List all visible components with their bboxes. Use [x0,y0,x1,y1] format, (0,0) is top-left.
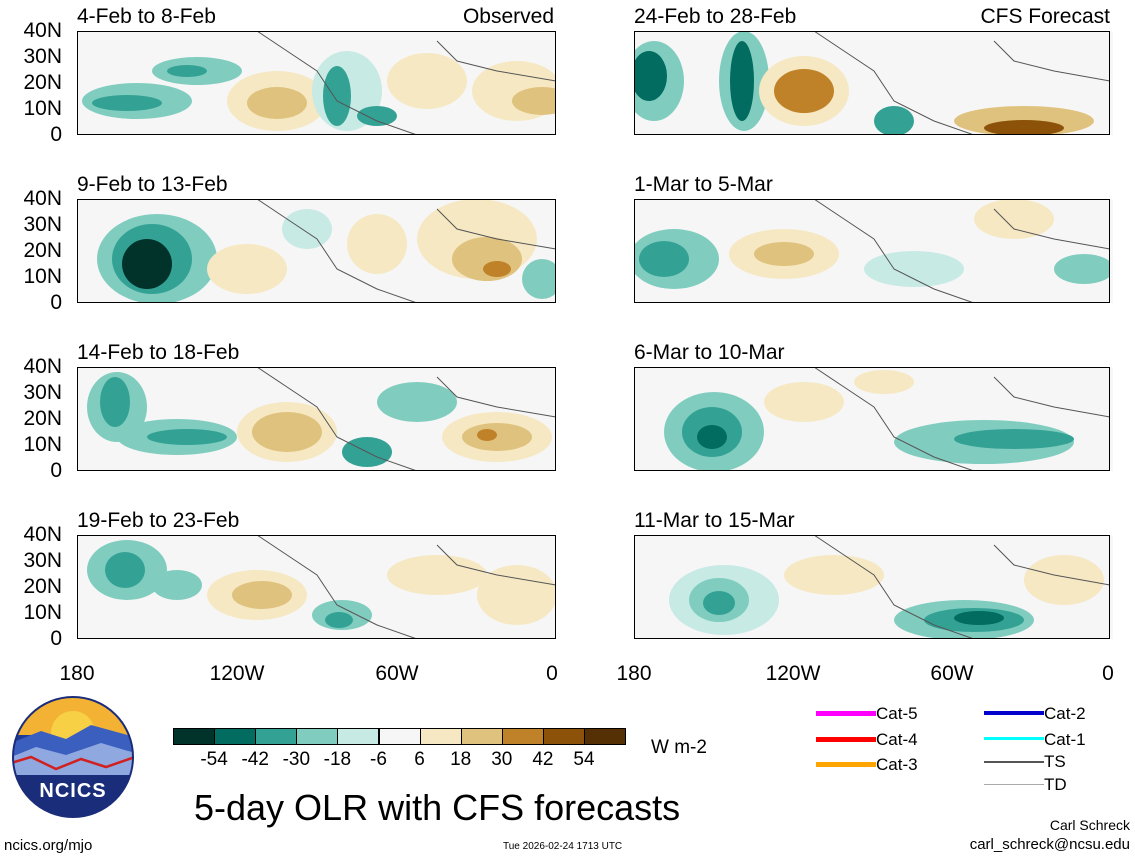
colorbar-label: 6 [414,749,425,770]
lat-label-3-5: 0 [50,459,62,482]
colorbar-label: -54 [200,749,228,770]
panel-title-2: 9-Feb to 13-Feb [77,173,228,196]
colorbar-cell [296,728,339,745]
map-panel-observed-1 [77,31,556,135]
legend-swatch-ts [984,761,1044,763]
lat-label-1-4: 10N [23,97,62,120]
lon-label-left-120w: 120W [209,662,265,685]
colorbar-units: W m-2 [651,737,707,758]
lat-label-4-1: 40N [23,523,62,546]
colorbar-cell [584,728,627,745]
legend-label-cat1: Cat-1 [1044,730,1086,749]
panel-title-7: 6-Mar to 10-Mar [634,341,785,364]
lat-label-1-2: 30N [23,45,62,68]
colorbar-label: -42 [241,749,269,770]
lat-label-2-4: 10N [23,265,62,288]
lat-label-3-2: 30N [23,381,62,404]
lon-label-right-120w: 120W [765,662,821,685]
main-title: 5-day OLR with CFS forecasts [194,787,681,828]
lon-label-left-60w: 60W [375,662,419,685]
lon-label-left-0: 0 [546,662,558,685]
lat-label-2-2: 30N [23,213,62,236]
footer-author: Carl Schreck [1049,817,1130,833]
map-panel-forecast-2 [634,199,1113,303]
lat-label-3-1: 40N [23,355,62,378]
panel-title-4: 19-Feb to 23-Feb [77,509,240,532]
colorbar-cell [419,728,462,745]
panel-title-8: 11-Mar to 15-Mar [634,509,795,532]
lon-label-right-0: 0 [1102,662,1114,685]
footer-site-link[interactable]: ncics.org/mjo [4,837,93,854]
map-panel-observed-3 [77,367,556,471]
legend-label-td: TD [1044,775,1067,794]
legend-label-cat4: Cat-4 [876,730,918,749]
colorbar-cell [542,728,585,745]
observed-label: Observed [462,5,554,28]
colorbar-label: -18 [323,749,352,770]
legend-label-cat2: Cat-2 [1044,704,1086,723]
lat-label-4-5: 0 [50,627,62,650]
colorbar-label: 42 [532,749,554,770]
map-panel-forecast-1 [634,31,1113,135]
lat-label-4-3: 20N [23,575,62,598]
lat-label-3-4: 10N [23,433,62,456]
colorbar-cell [501,728,544,745]
lon-label-right-180: 180 [616,662,652,685]
colorbar-label: -30 [282,749,311,770]
colorbar-cell [214,728,257,745]
map-panel-forecast-3 [634,367,1113,471]
lat-label-3-3: 20N [23,407,62,430]
lat-label-4-4: 10N [23,601,62,624]
lat-label-1-5: 0 [50,123,62,146]
legend-swatch-cat4 [816,737,876,742]
lat-label-1-1: 40N [23,19,62,42]
legend-swatch-cat1 [984,737,1044,740]
colorbar-label: 30 [491,749,513,770]
colorbar-cell [378,728,421,745]
colorbar-cell [173,728,216,745]
colorbar-label: -6 [370,749,387,770]
footer-timestamp: Tue 2026-02-24 1713 UTC [503,841,623,852]
cfs-forecast-label: CFS Forecast [980,5,1110,28]
legend-swatch-cat2 [984,711,1044,715]
ncics-logo: NCICS [11,695,135,824]
colorbar-label: 54 [573,749,595,770]
legend-swatch-cat5 [816,711,876,716]
panel-title-6: 1-Mar to 5-Mar [634,173,773,196]
lat-label-2-5: 0 [50,291,62,314]
map-panel-observed-4 [77,535,556,639]
legend-label-cat5: Cat-5 [876,704,918,723]
map-panel-observed-2 [77,199,556,303]
colorbar-cell [460,728,503,745]
colorbar-cell [255,728,298,745]
colorbar-label: 18 [450,749,472,770]
lat-label-2-1: 40N [23,187,62,210]
legend-label-cat3: Cat-3 [876,755,918,774]
logo-text: NCICS [39,780,107,802]
legend-swatch-td [984,784,1044,785]
footer-email[interactable]: carl_schreck@ncsu.edu [969,836,1130,853]
lat-label-4-2: 30N [23,549,62,572]
panel-title-1: 4-Feb to 8-Feb [77,5,216,28]
colorbar-cell [337,728,380,745]
map-panel-forecast-4 [634,535,1113,639]
lat-label-2-3: 20N [23,239,62,262]
legend-swatch-cat3 [816,762,876,767]
panel-title-3: 14-Feb to 18-Feb [77,341,240,364]
lon-label-left-180: 180 [59,662,95,685]
lat-label-1-3: 20N [23,71,62,94]
legend-label-ts: TS [1044,752,1066,771]
panel-title-5: 24-Feb to 28-Feb [634,5,797,28]
lon-label-right-60w: 60W [930,662,974,685]
